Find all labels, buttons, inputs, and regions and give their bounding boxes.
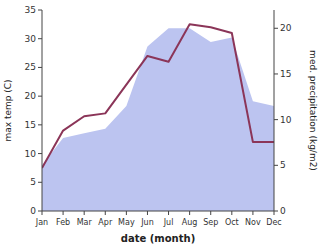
y2-axis-label: med. precipitation (kg/m2): [308, 50, 318, 171]
y2-tick: [274, 165, 278, 166]
x-axis-label: date (month): [121, 233, 195, 244]
x-tick-label: Sep: [203, 218, 218, 227]
x-tick: [42, 211, 43, 215]
y-tick: [38, 182, 42, 183]
y-tick: [38, 96, 42, 97]
x-tick-label: Mar: [77, 218, 93, 227]
x-tick: [231, 211, 232, 215]
chart-svg: 0 5 10 15 20 25 30 35 0 5 10 15 20 Jan Feb Mar Apr May Jun…: [0, 0, 318, 247]
x-tick-label: Oct: [225, 218, 239, 227]
y2-tick: [274, 73, 278, 74]
chart-container: 0 5 10 15 20 25 30 35 0 5 10 15 20 Jan Feb Mar Apr May Jun…: [0, 0, 318, 247]
x-tick: [189, 211, 190, 215]
y-axis-line: [42, 10, 43, 211]
y-tick: [38, 67, 42, 68]
x-tick-label: Nov: [245, 218, 261, 227]
x-tick: [63, 211, 64, 215]
x-tick-label: Dec: [266, 218, 281, 227]
y-tick: [38, 38, 42, 39]
y2-tick: [274, 28, 278, 29]
x-tick: [252, 211, 253, 215]
y-tick-label: 35: [25, 5, 36, 15]
x-tick-label: Aug: [182, 218, 198, 227]
x-axis-line: [42, 211, 274, 212]
x-tick: [210, 211, 211, 215]
x-tick-label: May: [118, 218, 135, 227]
y2-tick-label: 10: [280, 115, 292, 125]
x-tick: [105, 211, 106, 215]
precip-area: [42, 28, 274, 211]
y-tick: [38, 153, 42, 154]
x-tick-label: Jun: [140, 218, 154, 227]
x-tick: [126, 211, 127, 215]
x-tick: [274, 211, 275, 215]
y2-axis-line: [274, 10, 275, 211]
x-tick-label: Jan: [35, 218, 48, 227]
y-tick: [38, 10, 42, 11]
y-tick-label: 5: [30, 177, 36, 187]
y-tick-label: 10: [25, 149, 37, 159]
x-tick: [168, 211, 169, 215]
y-tick-label: 30: [25, 34, 37, 44]
temp-line: [42, 24, 274, 168]
plot-area: [42, 24, 274, 211]
x-tick-label: Apr: [98, 218, 113, 227]
y2-tick: [274, 119, 278, 120]
y2-tick-label: 20: [280, 23, 292, 33]
y-tick: [38, 211, 42, 212]
x-tick-label: Jul: [163, 218, 174, 227]
y2-tick-label: 0: [280, 206, 286, 216]
y-tick-label: 15: [25, 120, 36, 130]
y-tick-label: 20: [25, 91, 37, 101]
y-tick-label: 25: [25, 62, 36, 72]
x-tick-label: Feb: [56, 218, 70, 227]
y-tick-label: 0: [30, 206, 36, 216]
x-tick: [147, 211, 148, 215]
y2-tick-label: 15: [280, 69, 291, 79]
y-axis-label: max temp (C): [3, 79, 13, 141]
y2-tick-label: 5: [280, 160, 286, 170]
y2-tick: [274, 211, 278, 212]
y-tick: [38, 124, 42, 125]
x-tick: [84, 211, 85, 215]
